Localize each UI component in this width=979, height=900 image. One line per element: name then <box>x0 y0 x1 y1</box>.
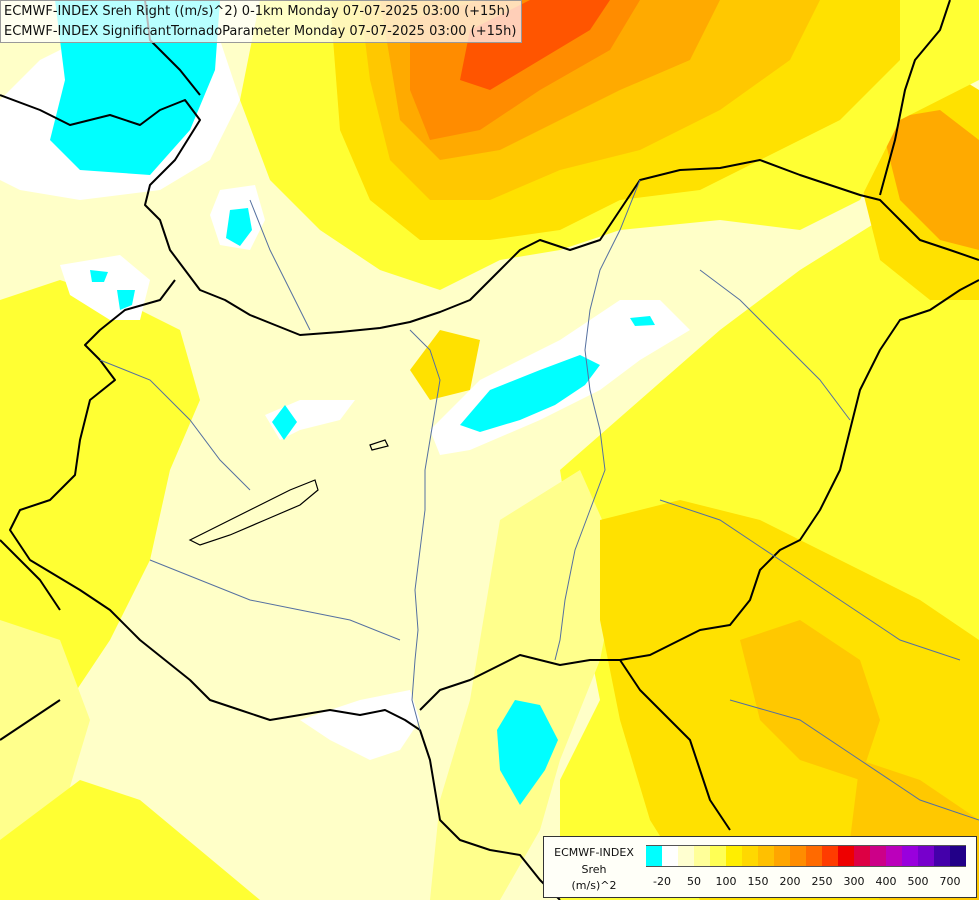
river-misc-2 <box>659 499 961 661</box>
river-misc-4 <box>729 699 979 821</box>
sreh-field-cyan-central <box>460 355 600 432</box>
legend-swatch <box>902 845 918 867</box>
legend-tick-label: 50 <box>687 875 701 888</box>
legend-tick-label: 100 <box>715 875 737 888</box>
legend-tick-label: 400 <box>875 875 897 888</box>
legend-swatch <box>694 845 710 867</box>
legend-unit: (m/s)^2 <box>571 879 617 892</box>
sreh-field-cyan-small-1 <box>226 208 252 246</box>
legend-swatch <box>774 845 790 867</box>
legend-swatch <box>806 845 822 867</box>
legend-swatch <box>742 845 758 867</box>
legend-swatch <box>838 845 854 867</box>
legend-variable: Sreh <box>581 863 607 876</box>
legend-swatch <box>790 845 806 867</box>
legend-tick-label: 200 <box>779 875 801 888</box>
legend-swatch <box>950 845 966 867</box>
map-title-panel: ECMWF-INDEX Sreh Right ((m/s)^2) 0-1km M… <box>0 0 522 43</box>
country-border-far-west <box>0 699 61 741</box>
lake-balaton <box>188 479 319 546</box>
river-danube <box>409 329 441 731</box>
country-border-west <box>9 279 561 900</box>
legend-swatch <box>918 845 934 867</box>
color-legend: ECMWF-INDEX Sreh (m/s)^2 -20 50 100 150 200 2… <box>543 836 977 898</box>
map-title-line-1: ECMWF-INDEX Sreh Right ((m/s)^2) 0-1km M… <box>4 4 510 19</box>
legend-tick-label: 250 <box>811 875 833 888</box>
river-misc-3 <box>249 199 311 331</box>
legend-tick-label: 300 <box>843 875 865 888</box>
legend-swatch <box>854 845 870 867</box>
river-tisza <box>554 179 641 661</box>
legend-swatch <box>822 845 838 867</box>
sreh-field-light-east <box>430 470 620 900</box>
sreh-field-white-south <box>300 690 420 760</box>
legend-tick-label: 500 <box>907 875 929 888</box>
river-drava <box>149 559 401 641</box>
sreh-field-orange-northeast <box>880 110 979 250</box>
legend-swatch <box>646 845 662 867</box>
map-title-line-2: ECMWF-INDEX SignificantTornadoParameter … <box>4 24 517 39</box>
legend-swatch <box>678 845 694 867</box>
legend-swatch <box>710 845 726 867</box>
legend-tick-label: 150 <box>747 875 769 888</box>
sreh-field-cyan-northwest <box>50 0 220 175</box>
legend-model: ECMWF-INDEX <box>554 846 634 859</box>
legend-tick-label: -20 <box>653 875 671 888</box>
legend-swatch <box>886 845 902 867</box>
sreh-field-cyan-south <box>497 700 558 805</box>
country-border-north <box>0 94 979 336</box>
legend-swatch <box>662 845 678 867</box>
legend-tick-label: 700 <box>939 875 961 888</box>
river-raba <box>99 359 251 491</box>
country-border-southeast <box>619 659 731 831</box>
river-misc-1 <box>699 269 851 421</box>
lake-small <box>369 439 389 451</box>
legend-swatch <box>870 845 886 867</box>
sreh-field-cyan-small-2 <box>90 270 135 310</box>
legend-swatch <box>758 845 774 867</box>
sreh-field-cyan-northcentral <box>630 316 655 326</box>
sreh-field-amber-southeast <box>740 620 880 780</box>
legend-swatch <box>726 845 742 867</box>
sreh-field-yellow-southwest <box>0 780 260 900</box>
country-border-southwest <box>0 539 61 611</box>
legend-swatch <box>934 845 950 867</box>
country-border-northeast <box>879 0 951 196</box>
country-border-south <box>419 279 979 711</box>
sreh-field-cyan-west-central <box>272 405 297 440</box>
